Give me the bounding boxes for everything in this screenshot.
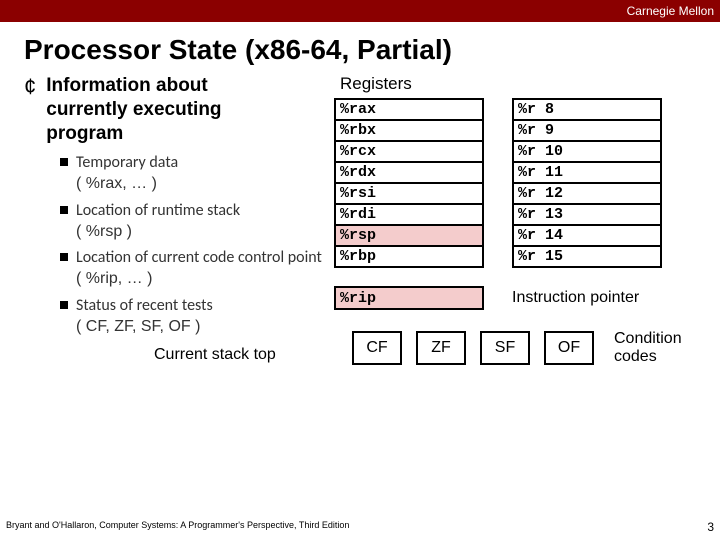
register-row: %rsi %r 12	[334, 184, 702, 205]
register-row: %rbx %r 9	[334, 121, 702, 142]
list-item-main: Location of current code control point	[76, 248, 322, 267]
condition-codes-row: CF ZF SF OF Condition codes	[352, 330, 702, 365]
list-item-note: ( %rax, … )	[76, 174, 324, 195]
register-cell: %r 14	[512, 224, 662, 247]
list-item-note: ( CF, ZF, SF, OF )	[76, 317, 324, 338]
ring-bullet-icon: ¢	[24, 76, 36, 98]
university-label: Carnegie Mellon	[627, 4, 714, 18]
list-item: Status of recent tests ( CF, ZF, SF, OF …	[60, 296, 324, 338]
heading-row: ¢ Information about currently executing …	[24, 74, 316, 151]
cc-cell: CF	[352, 331, 402, 365]
list-item-note: ( %rsp )	[76, 222, 324, 243]
list-item-main: Location of runtime stack	[76, 201, 240, 220]
cc-cell: OF	[544, 331, 594, 365]
registers-title: Registers	[340, 74, 702, 94]
cc-label: Condition codes	[614, 330, 682, 365]
heading-line1: Information about	[46, 75, 207, 96]
register-cell: %r 10	[512, 140, 662, 163]
left-heading: Information about currently executing pr…	[46, 74, 221, 145]
slide-title: Processor State (x86-64, Partial)	[0, 22, 720, 74]
left-column: ¢ Information about currently executing …	[24, 74, 324, 365]
footer: Bryant and O'Hallaron, Computer Systems:…	[6, 520, 714, 534]
register-cell: %r 12	[512, 182, 662, 205]
rip-row: %rip Instruction pointer	[334, 286, 702, 310]
register-cell: %rsi	[334, 182, 484, 205]
heading-line2: currently executing	[46, 99, 221, 120]
cc-cell: SF	[480, 331, 530, 365]
register-grid: %rax %r 8 %rbx %r 9 %rcx %r 10 %rdx %r 1…	[334, 100, 702, 268]
register-cell: %rbx	[334, 119, 484, 142]
register-row: %rcx %r 10	[334, 142, 702, 163]
cc-label-l2: codes	[614, 348, 657, 365]
register-cell: %r 9	[512, 119, 662, 142]
list-item-note: ( %rip, … )	[76, 269, 324, 290]
register-cell: %rax	[334, 98, 484, 121]
list-item: Location of runtime stack ( %rsp )	[60, 201, 324, 243]
list-item-main: Status of recent tests	[76, 296, 213, 315]
register-cell: %rdi	[334, 203, 484, 226]
rip-label: Instruction pointer	[512, 289, 639, 307]
register-cell: %r 15	[512, 245, 662, 268]
register-cell: %rcx	[334, 140, 484, 163]
rip-cell: %rip	[334, 286, 484, 310]
heading-line3: program	[46, 123, 123, 144]
register-row: %rax %r 8	[334, 100, 702, 121]
register-row: %rdx %r 11	[334, 163, 702, 184]
current-stack-top-label: Current stack top	[154, 346, 324, 364]
list-item-main: Temporary data	[76, 153, 178, 172]
top-bar: Carnegie Mellon	[0, 0, 720, 22]
register-cell: %r 8	[512, 98, 662, 121]
register-cell: %rbp	[334, 245, 484, 268]
register-cell: %r 13	[512, 203, 662, 226]
register-row: %rdi %r 13	[334, 205, 702, 226]
register-row-highlight: %rsp %r 14	[334, 226, 702, 247]
register-cell: %rdx	[334, 161, 484, 184]
footer-credit: Bryant and O'Hallaron, Computer Systems:…	[6, 520, 349, 534]
page-number: 3	[707, 520, 714, 534]
cc-label-l1: Condition	[614, 330, 682, 347]
sub-bullet-list: Temporary data ( %rax, … ) Location of r…	[60, 153, 324, 337]
right-column: Registers %rax %r 8 %rbx %r 9 %rcx %r 10…	[324, 74, 702, 365]
content-area: ¢ Information about currently executing …	[0, 74, 720, 365]
cc-cell: ZF	[416, 331, 466, 365]
register-cell: %r 11	[512, 161, 662, 184]
register-row: %rbp %r 15	[334, 247, 702, 268]
list-item: Temporary data ( %rax, … )	[60, 153, 324, 195]
list-item: Location of current code control point (…	[60, 248, 324, 290]
register-cell: %rsp	[334, 224, 484, 247]
